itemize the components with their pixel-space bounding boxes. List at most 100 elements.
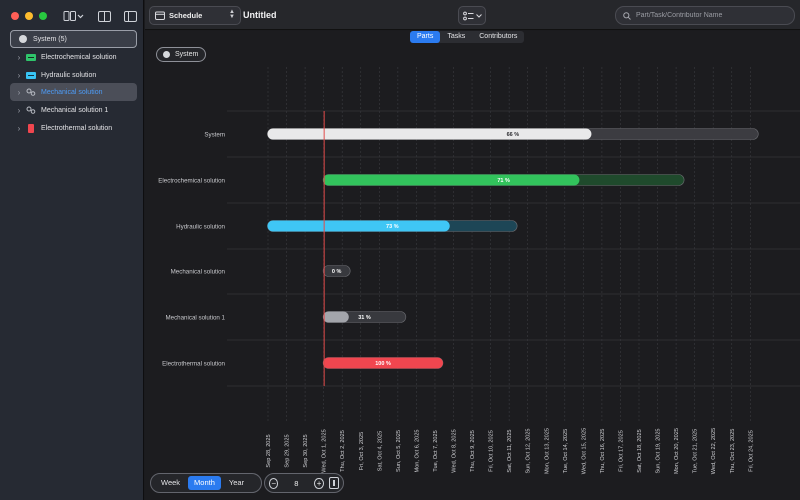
bar-progress [323, 357, 443, 369]
zoom-value[interactable]: 8 [294, 478, 299, 488]
tab-parts[interactable]: Parts [410, 31, 441, 43]
document-title[interactable]: Untitled [243, 10, 277, 20]
zoom-out-button[interactable]: − [269, 477, 279, 489]
chip-label: System [175, 51, 199, 58]
system-icon [163, 51, 170, 58]
row-label: Electrothermal solution [162, 361, 225, 368]
gantt-bar: 31 % [322, 311, 407, 323]
layout-icon [63, 11, 84, 21]
tree-item-hydraulic[interactable]: › Hydraulic solution [10, 66, 137, 84]
row-label: Electrochemical solution [158, 178, 225, 185]
search-field[interactable] [615, 6, 795, 25]
gears-icon [26, 88, 36, 96]
scale-week[interactable]: Week [161, 478, 181, 487]
date-tick-label: Tue, Oct 21, 2025 [693, 429, 699, 474]
tree-item-electrochemical[interactable]: › Electrochemical solution [10, 48, 137, 66]
view-tabs: Parts Tasks Contributors [410, 31, 525, 43]
bar-progress [267, 220, 450, 232]
bar-progress [267, 128, 592, 140]
tree-item-mechanical[interactable]: › Mechanical solution [10, 83, 137, 101]
date-tick-label: Mon, Oct 6, 2025 [414, 430, 420, 473]
tree-item-electrothermal[interactable]: › Electrothermal solution [10, 119, 137, 137]
date-tick-label: Sep 30, 2025 [303, 434, 309, 467]
chevron-right-icon[interactable]: › [17, 123, 21, 133]
date-tick-label: Sun, Oct 5, 2025 [396, 430, 402, 472]
gantt-bar: 71 % [322, 174, 685, 186]
date-tick-label: Sat, Oct 11, 2025 [507, 429, 513, 472]
tree-item-label: Mechanical solution [41, 88, 103, 96]
system-icon [19, 35, 27, 43]
tree-item-system[interactable]: System (5) [10, 30, 137, 48]
tree-item-label: Electrochemical solution [41, 53, 117, 61]
close-window-button[interactable] [11, 12, 19, 20]
bar-progress-label: 100 % [375, 361, 391, 367]
bar-progress [323, 311, 349, 323]
tree-item-label: System (5) [33, 35, 67, 43]
gantt-bar: 100 % [322, 357, 444, 369]
timescale-control: Week Month Year [150, 473, 262, 493]
gears-icon [26, 106, 36, 114]
chevron-down-icon [475, 13, 482, 18]
search-input[interactable] [636, 12, 786, 19]
chevron-right-icon[interactable]: › [17, 105, 21, 115]
gantt-bar: 0 % [322, 265, 351, 277]
fit-to-view-button[interactable] [328, 477, 339, 489]
date-tick-label: Fri, Oct 24, 2025 [748, 430, 754, 472]
layout-menu-button[interactable] [62, 8, 86, 24]
mode-select-value: Schedule [169, 11, 203, 20]
bar-progress-label: 73 % [386, 224, 399, 230]
bar-track [322, 265, 351, 277]
scale-month[interactable]: Month [188, 476, 221, 490]
toggle-inspector-button[interactable] [122, 8, 138, 24]
date-tick-label: Fri, Oct 10, 2025 [489, 430, 495, 472]
date-tick-label: Sat, Oct 18, 2025 [637, 429, 643, 473]
search-icon [623, 11, 631, 20]
bar-progress [323, 174, 580, 186]
view-options-button[interactable] [458, 6, 486, 25]
date-tick-label: Tue, Oct 7, 2025 [433, 430, 439, 471]
tab-contributors[interactable]: Contributors [479, 33, 518, 40]
gantt-chart: System 66 % Electrochemical solution 71 % Hy… [158, 67, 800, 475]
battery-icon [26, 53, 36, 61]
zoom-control: − 8 + [264, 473, 344, 493]
thermal-icon [28, 123, 34, 133]
date-tick-label: Wed, Oct 22, 2025 [711, 428, 717, 475]
row-label: System [204, 132, 225, 139]
date-tick-label: Wed, Oct 15, 2025 [581, 428, 587, 475]
minimize-window-button[interactable] [25, 12, 33, 20]
chevron-right-icon[interactable]: › [17, 70, 21, 80]
scale-year[interactable]: Year [228, 478, 245, 487]
date-tick-label: Sun, Oct 12, 2025 [526, 428, 532, 473]
toolbar: Schedule ▲ ▼ Untitled [145, 0, 800, 30]
system-filter-chip[interactable]: System [156, 47, 206, 62]
chevron-right-icon[interactable]: › [17, 52, 21, 62]
mode-select[interactable]: Schedule ▲ ▼ [149, 6, 241, 25]
date-tick-label: Wed, Oct 1, 2025 [322, 429, 328, 472]
bar-progress-label: 66 % [507, 132, 520, 138]
date-tick-label: Sun, Oct 19, 2025 [656, 428, 662, 473]
date-tick-label: Mon, Oct 20, 2025 [674, 428, 680, 474]
maximize-window-button[interactable] [39, 12, 47, 20]
window-controls [11, 12, 47, 20]
row-label: Mechanical solution 1 [165, 315, 225, 322]
calendar-icon [155, 11, 165, 20]
row-label: Hydraulic solution [176, 224, 225, 231]
pump-icon [26, 71, 36, 79]
date-tick-label: Tue, Oct 14, 2025 [563, 429, 569, 474]
date-tick-label: Wed, Oct 8, 2025 [452, 429, 458, 472]
chevron-right-icon[interactable]: › [17, 87, 21, 97]
split-view-button[interactable] [96, 8, 112, 24]
date-tick-label: Fri, Oct 17, 2025 [618, 430, 624, 472]
split-view-icon [97, 10, 111, 22]
row-label: Mechanical solution [171, 269, 226, 276]
date-tick-label: Sat, Oct 4, 2025 [377, 431, 383, 471]
zoom-in-button[interactable]: + [314, 477, 324, 489]
date-tick-label: Thu, Oct 23, 2025 [730, 429, 736, 474]
date-tick-label: Mon, Oct 13, 2025 [544, 428, 550, 474]
tree-item-label: Mechanical solution 1 [41, 106, 109, 114]
sidebar-icon [123, 10, 137, 22]
bar-progress-label: 71 % [497, 178, 510, 184]
tab-tasks[interactable]: Tasks [447, 33, 466, 40]
sidebar: System (5) › Electrochemical solution › … [0, 0, 144, 500]
tree-item-mechanical-1[interactable]: › Mechanical solution 1 [10, 101, 137, 119]
